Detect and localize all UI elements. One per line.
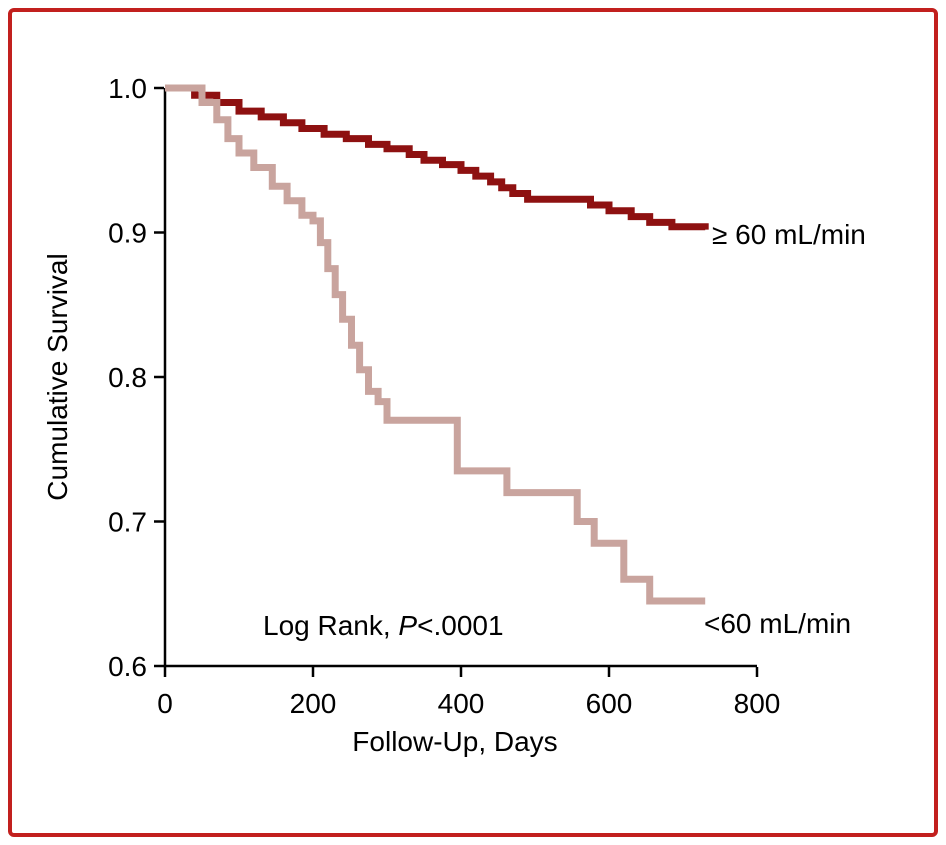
series-label-ge60: ≥ 60 mL/min — [712, 219, 866, 250]
x-tick-label: 0 — [157, 688, 173, 719]
y-tick-label: 0.6 — [108, 651, 147, 682]
log-rank-suffix: <.0001 — [417, 610, 504, 641]
x-tick-label: 600 — [586, 688, 633, 719]
log-rank-annotation: Log Rank, P<.0001 — [263, 610, 504, 642]
y-tick-label: 1.0 — [108, 73, 147, 104]
x-axis-label: Follow-Up, Days — [352, 726, 558, 757]
y-tick-label: 0.8 — [108, 362, 147, 393]
y-axis-label: Cumulative Survival — [42, 253, 73, 501]
y-tick-label: 0.9 — [108, 218, 147, 249]
survival-curve-1 — [165, 84, 706, 605]
x-tick-label: 200 — [290, 688, 337, 719]
x-tick-label: 400 — [438, 688, 485, 719]
x-tick-label: 800 — [734, 688, 781, 719]
survival-curve-0 — [165, 84, 709, 231]
log-rank-p: P — [398, 610, 418, 641]
log-rank-prefix: Log Rank, — [263, 610, 399, 641]
y-tick-label: 0.7 — [108, 507, 147, 538]
series-label-lt60: <60 mL/min — [704, 608, 852, 639]
axis-lines — [163, 88, 757, 668]
